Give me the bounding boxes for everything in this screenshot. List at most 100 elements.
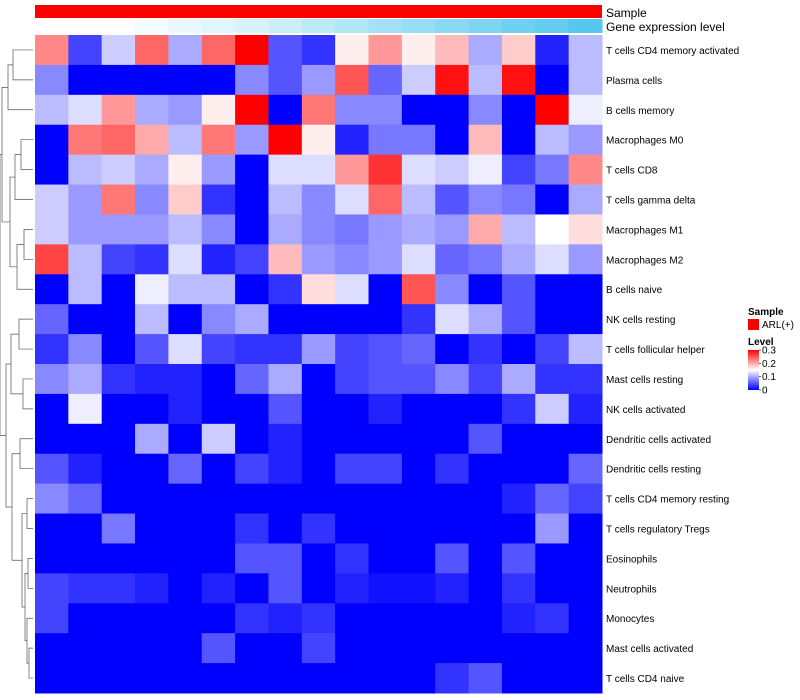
heatmap-cell: [501, 453, 536, 485]
heatmap-cell: [535, 453, 570, 485]
heatmap-cell: [201, 483, 236, 515]
heatmap-cell: [201, 573, 236, 604]
heatmap-cell: [301, 35, 336, 66]
heatmap-cell: [568, 35, 603, 66]
heatmap-cell: [101, 244, 136, 275]
heatmap-cell: [568, 94, 603, 126]
heatmap-cell: [535, 154, 570, 186]
heatmap-cell: [35, 393, 69, 425]
heatmap-cell: [135, 543, 169, 574]
heatmap-cell: [401, 453, 436, 485]
heatmap-cell: [468, 184, 503, 215]
heatmap-cell: [335, 453, 370, 485]
heatmap-cell: [568, 393, 603, 425]
heatmap-cell: [35, 244, 69, 275]
dendrogram-branch: [11, 453, 22, 561]
row-label: NK cells activated: [606, 405, 685, 416]
heatmap-cell: [535, 573, 570, 604]
row-labels: T cells CD4 memory activated Plasma cells…: [606, 46, 739, 685]
heatmap-cell: [401, 573, 436, 604]
row-label: B cells naive: [606, 285, 663, 296]
heatmap-cell: [35, 663, 69, 694]
heatmap-cell: [68, 334, 103, 365]
heatmap-cell: [101, 304, 136, 335]
heatmap-cell: [68, 543, 103, 574]
heatmap-cell: [468, 364, 503, 395]
heatmap-cell: [301, 304, 336, 335]
heatmap-cell: [401, 274, 436, 305]
heatmap-cell: [401, 64, 436, 96]
heatmap-cell: [435, 94, 470, 126]
legend-tick-label: 0: [762, 386, 768, 397]
heatmap-cell: [135, 244, 169, 275]
heatmap-cell: [335, 184, 370, 215]
heatmap-cell: [335, 274, 370, 305]
legend-tick-label: 0.3: [762, 346, 776, 357]
heatmap-cell: [201, 393, 236, 425]
heatmap-cell: [501, 334, 536, 365]
heatmap-cell: [368, 94, 403, 126]
legend-sample-swatch: [748, 319, 759, 330]
heatmap-cell: [435, 573, 470, 604]
sample-annotation-bar: [35, 5, 602, 18]
heatmap-cell: [501, 214, 536, 245]
gene-expression-cell: [168, 19, 203, 33]
heatmap-cell: [468, 543, 503, 574]
heatmap-cell: [468, 483, 503, 515]
row-label: T cells CD4 naive: [606, 674, 685, 685]
heatmap-cell: [435, 393, 470, 425]
heatmap-cell: [401, 663, 436, 694]
heatmap-cell: [501, 274, 536, 305]
heatmap-cell: [301, 633, 336, 664]
heatmap-cell: [535, 393, 570, 425]
heatmap-cell: [468, 94, 503, 126]
heatmap-cell: [335, 513, 370, 544]
gene-expression-cell: [435, 19, 470, 33]
heatmap-cell: [468, 393, 503, 425]
heatmap-cell: [435, 483, 470, 515]
heatmap-cell: [168, 274, 203, 305]
heatmap-cell: [468, 423, 503, 455]
heatmap-cell: [368, 663, 403, 694]
heatmap-cell: [101, 214, 136, 245]
heatmap-cell: [101, 94, 136, 126]
heatmap-cell: [35, 274, 69, 305]
heatmap-cell: [568, 364, 603, 395]
heatmap-cell: [368, 393, 403, 425]
heatmap-cell: [268, 633, 303, 664]
heatmap-cell: [501, 35, 536, 66]
heatmap-cell: [135, 214, 169, 245]
heatmap-cell: [68, 663, 103, 694]
heatmap-cell: [535, 214, 570, 245]
heatmap-cell: [435, 423, 470, 455]
heatmap-cell: [235, 124, 269, 156]
heatmap-cell: [235, 244, 269, 275]
row-label: T cells CD8: [606, 166, 658, 177]
heatmap-cell: [335, 64, 370, 96]
heatmap-cell: [335, 94, 370, 126]
dendrogram-branch: [9, 176, 17, 268]
heatmap-cell: [135, 633, 169, 664]
heatmap-cell: [101, 184, 136, 215]
gene-expression-cell: [235, 19, 269, 33]
heatmap-cell: [301, 543, 336, 574]
heatmap-cell: [268, 154, 303, 186]
heatmap-cell: [435, 304, 470, 335]
gene-expression-cell: [535, 19, 570, 33]
row-dendrogram: [0, 49, 33, 679]
heatmap-cell: [535, 35, 570, 66]
heatmap-cell: [135, 64, 169, 96]
heatmap-cell: [535, 513, 570, 544]
dendrogram-branch: [19, 438, 33, 470]
heatmap-cell: [201, 304, 236, 335]
row-label: Macrophages M1: [606, 225, 684, 236]
heatmap-cell: [201, 633, 236, 664]
heatmap-cell: [201, 154, 236, 186]
gene-expression-cell: [68, 19, 103, 33]
heatmap-cell: [268, 94, 303, 126]
heatmap-cell: [401, 423, 436, 455]
dendrogram-branch: [22, 378, 33, 410]
dendrogram-branch: [16, 244, 33, 290]
heatmap-cell: [535, 244, 570, 275]
